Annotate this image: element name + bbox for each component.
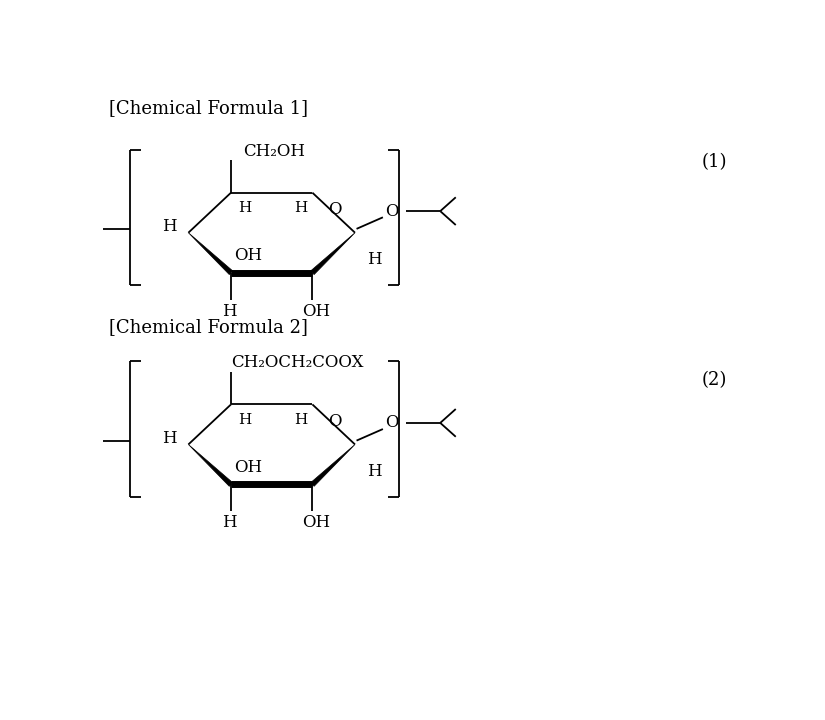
Text: O: O xyxy=(385,202,399,220)
Text: H: H xyxy=(162,430,177,447)
Text: OH: OH xyxy=(302,302,330,320)
Text: CH₂OH: CH₂OH xyxy=(243,143,304,160)
Polygon shape xyxy=(188,233,233,274)
Text: OH: OH xyxy=(234,459,262,476)
Text: H: H xyxy=(222,515,237,531)
Text: H: H xyxy=(238,413,252,427)
Text: OH: OH xyxy=(302,515,330,531)
Text: O: O xyxy=(328,201,342,218)
Text: (2): (2) xyxy=(701,372,727,390)
Text: H: H xyxy=(295,201,308,215)
Text: H: H xyxy=(295,413,308,427)
Text: H: H xyxy=(367,463,382,480)
Text: H: H xyxy=(367,251,382,268)
Text: (1): (1) xyxy=(701,153,727,171)
Text: [Chemical Formula 1]: [Chemical Formula 1] xyxy=(110,99,309,117)
Text: [Chemical Formula 2]: [Chemical Formula 2] xyxy=(110,318,309,336)
Polygon shape xyxy=(311,444,355,486)
Text: O: O xyxy=(328,413,342,430)
Text: CH₂OCH₂COOX: CH₂OCH₂COOX xyxy=(231,354,363,372)
Polygon shape xyxy=(311,233,355,274)
Text: OH: OH xyxy=(234,247,262,264)
Text: O: O xyxy=(385,415,399,431)
Text: H: H xyxy=(162,218,177,235)
Text: H: H xyxy=(238,201,252,215)
Polygon shape xyxy=(188,444,233,486)
Text: H: H xyxy=(222,302,237,320)
